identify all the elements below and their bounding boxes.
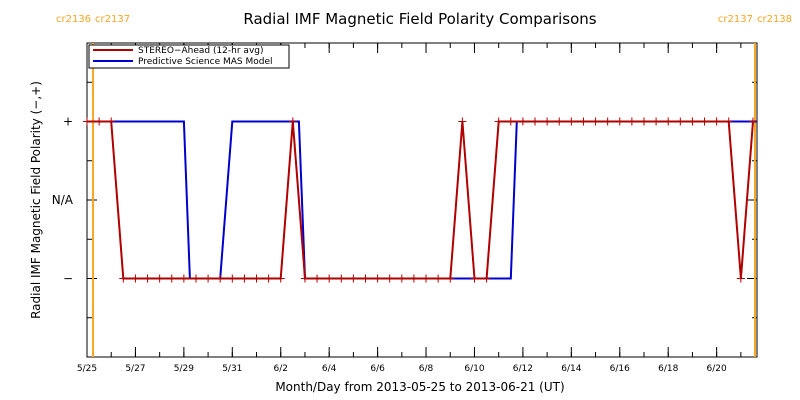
stereo-data-point <box>143 274 152 283</box>
stereo-data-point <box>179 274 188 283</box>
stereo-data-point <box>627 117 636 126</box>
x-tick-label: 6/8 <box>419 364 434 374</box>
stereo-data-point <box>458 117 467 126</box>
stereo-data-point <box>724 117 733 126</box>
stereo-data-point <box>240 274 249 283</box>
stereo-data-point <box>700 117 709 126</box>
stereo-data-point <box>83 117 91 126</box>
carrington-label-before: cr2136 <box>56 14 91 25</box>
y-tick-label: N/A <box>52 193 74 207</box>
x-tick-label: 6/6 <box>370 364 385 374</box>
stereo-data-point <box>748 117 757 126</box>
mas-model-line <box>87 120 757 280</box>
stereo-data-point <box>216 274 225 283</box>
chart-title: Radial IMF Magnetic Field Polarity Compa… <box>243 10 596 28</box>
stereo-data-point <box>131 274 140 283</box>
x-tick-label: 6/10 <box>464 364 484 374</box>
legend-label-mas-model: Predictive Science MAS Model <box>138 57 273 67</box>
stereo-data-point <box>603 117 612 126</box>
stereo-data-point <box>119 274 128 283</box>
x-tick-label: 5/29 <box>174 364 194 374</box>
carrington-label-after: cr2137 <box>95 14 130 25</box>
stereo-data-point <box>736 274 745 283</box>
stereo-data-point <box>712 117 721 126</box>
stereo-data-point <box>276 274 285 283</box>
stereo-data-point <box>349 274 358 283</box>
stereo-data-point <box>506 117 515 126</box>
x-axis: 5/25 5/27 5/29 5/31 6/2 6/4 6/6 6/8 6/10 6/12 6/14… <box>77 43 742 374</box>
y-axis-label: Radial IMF Magnetic Field Polarity (−,+) <box>29 81 43 319</box>
stereo-data-point <box>591 117 600 126</box>
stereo-data-point <box>664 117 673 126</box>
stereo-data-point <box>615 117 624 126</box>
x-tick-label: 6/14 <box>561 364 581 374</box>
x-tick-label: 6/12 <box>513 364 533 374</box>
stereo-data-point <box>385 274 394 283</box>
stereo-data-point <box>288 117 297 126</box>
stereo-data-point <box>543 117 552 126</box>
stereo-data-point <box>252 274 261 283</box>
stereo-data-point <box>373 274 382 283</box>
stereo-data-point <box>688 117 697 126</box>
series-layer <box>83 117 757 283</box>
stereo-data-point <box>397 274 406 283</box>
carrington-label-after: cr2138 <box>757 14 792 25</box>
carrington-label-before: cr2137 <box>718 14 753 25</box>
x-tick-label: 6/4 <box>322 364 337 374</box>
stereo-data-point <box>446 274 455 283</box>
stereo-data-point <box>325 274 334 283</box>
x-tick-label: 5/25 <box>77 364 97 374</box>
stereo-data-point <box>409 274 418 283</box>
x-axis-label: Month/Day from 2013-05-25 to 2013-06-21 … <box>275 380 564 394</box>
stereo-data-point <box>228 274 237 283</box>
stereo-data-point <box>300 274 309 283</box>
stereo-data-point <box>361 274 370 283</box>
legend-box <box>88 44 290 69</box>
stereo-data-point <box>579 117 588 126</box>
x-tick-label: 5/31 <box>222 364 242 374</box>
stereo-data-point <box>155 274 164 283</box>
stereo-data-point <box>191 274 200 283</box>
stereo-data-point <box>531 117 540 126</box>
stereo-data-point <box>167 274 176 283</box>
stereo-data-point <box>567 117 576 126</box>
stereo-data-point <box>652 117 661 126</box>
x-tick-label: 5/27 <box>125 364 145 374</box>
stereo-data-point <box>639 117 648 126</box>
stereo-data-point <box>494 117 503 126</box>
x-tick-label: 6/2 <box>273 364 287 374</box>
y-tick-label: − <box>63 272 73 286</box>
y-axis: + N/A − <box>52 81 757 319</box>
stereo-data-point <box>434 274 443 283</box>
stereo-data-point <box>204 274 213 283</box>
stereo-data-point <box>676 117 685 126</box>
stereo-data-point <box>470 274 479 283</box>
stereo-data-point <box>313 274 322 283</box>
x-tick-label: 6/18 <box>658 364 678 374</box>
stereo-data-point <box>518 117 527 126</box>
legend: STEREO−Ahead (12-hr avg) Predictive Scie… <box>88 44 290 69</box>
carrington-rotation-markers: cr2136 cr2137 cr2137 cr2138 <box>56 14 792 357</box>
stereo-data-point <box>95 117 104 126</box>
stereo-data-point <box>555 117 564 126</box>
stereo-data-point <box>264 274 273 283</box>
stereo-data-point <box>422 274 431 283</box>
stereo-data-point <box>482 274 491 283</box>
x-tick-label: 6/20 <box>707 364 727 374</box>
stereo-data-point <box>107 117 116 126</box>
legend-label-stereo: STEREO−Ahead (12-hr avg) <box>138 46 264 56</box>
y-tick-label: + <box>63 115 73 129</box>
x-tick-label: 6/16 <box>610 364 630 374</box>
stereo-data-point <box>337 274 346 283</box>
